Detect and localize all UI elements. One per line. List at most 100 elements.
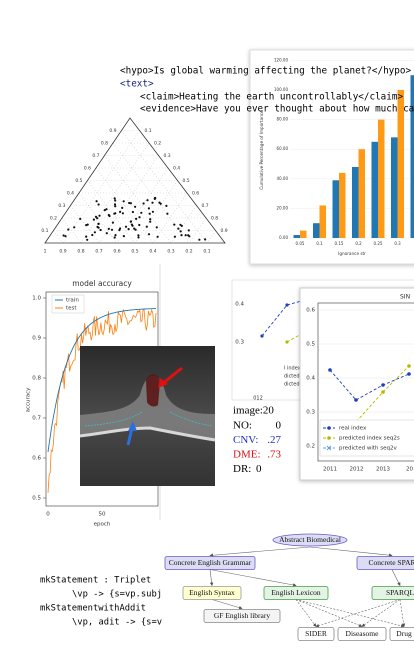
ternary-dot — [113, 197, 116, 200]
ternary-right-label: 0.2 — [154, 141, 161, 147]
train-curve — [47, 308, 156, 453]
blue-bar — [410, 75, 414, 238]
ternary-dot — [93, 231, 96, 234]
legend-label: predicted with seq2v — [339, 446, 397, 452]
y-tick-label: 0.5 — [32, 496, 41, 502]
y-tick-label: 0.6 — [32, 456, 41, 462]
x-tick-label: 2013 — [376, 467, 390, 473]
sin-point — [407, 372, 411, 376]
ternary-dot — [114, 199, 117, 202]
ternary-dot — [131, 224, 134, 227]
ternary-dot — [114, 234, 117, 237]
blue-bar — [352, 166, 359, 238]
orange-bar — [378, 119, 385, 238]
legend-marker — [327, 426, 331, 430]
ternary-dot — [122, 200, 125, 203]
red-arrow-head — [158, 378, 168, 388]
ternary-dot — [137, 236, 140, 239]
red-arrow — [161, 366, 183, 386]
ternary-dot — [64, 235, 67, 238]
ternary-dot — [148, 212, 151, 215]
ternary-bottom-label: 0.5 — [131, 249, 138, 255]
legend-label: test — [66, 306, 77, 312]
node-label: Abstract Biomedical — [279, 535, 341, 544]
legend-label: train — [66, 298, 79, 304]
ternary-left-label: 0.2 — [50, 216, 57, 222]
diagram-node — [356, 556, 414, 570]
ternary-bottom-label: 0.9 — [59, 249, 66, 255]
diagram-node — [182, 586, 242, 600]
y-tick-label: 40.00 — [277, 176, 289, 181]
ternary-dot — [129, 220, 132, 223]
y-tick-label: 20.00 — [277, 205, 289, 210]
ternary-dot — [114, 212, 117, 215]
diagram-node — [371, 586, 414, 600]
ternary-bottom-label: 1 — [44, 249, 47, 255]
ternary-dot — [151, 201, 154, 204]
ternary-left-label: 0.9 — [109, 128, 116, 134]
ternary-dot — [158, 201, 161, 204]
ternary-dot — [147, 207, 150, 210]
test-curve — [47, 308, 157, 493]
y-tick-label: 60.00 — [277, 146, 289, 151]
x-tick-label: 0.1 — [316, 241, 323, 246]
code-line: mkStatement : Triplet — [40, 576, 151, 586]
ternary-dot — [151, 210, 154, 213]
orange-bar — [339, 172, 346, 238]
node-label: SIDER — [305, 629, 327, 638]
y-tick-label: 0.3 — [235, 340, 244, 346]
ternary-dot — [73, 226, 76, 229]
ternary-dot — [166, 212, 169, 215]
class-name: NO: — [233, 420, 252, 432]
ternary-dot — [177, 227, 180, 230]
ternary-dot — [145, 225, 148, 228]
ternary-dot — [129, 202, 132, 205]
diagram-node — [297, 627, 335, 641]
ternary-left-label: 0.8 — [101, 141, 108, 147]
ternary-dot — [153, 197, 156, 200]
diagram-edge — [295, 599, 363, 628]
y-tick-label: 120.00 — [274, 57, 288, 62]
code-line: \vp -> {s=vp.subj — [72, 590, 162, 600]
ternary-dot — [187, 229, 190, 232]
teal-contour — [84, 411, 213, 427]
y-tick-label: 0.7 — [32, 416, 41, 422]
diagram-node — [272, 533, 348, 547]
node-label: English Lexicon — [271, 588, 321, 597]
ternary-bottom-label: 0.1 — [203, 249, 210, 255]
ternary-bottom-label: 0.3 — [167, 249, 174, 255]
diagram-edge — [209, 569, 214, 587]
y-tick-label: 100.00 — [274, 87, 288, 92]
ternary-dot — [105, 232, 108, 235]
x-tick-label: 0.25 — [374, 241, 383, 246]
ternary-dot — [149, 220, 152, 223]
y-tick-label: 0.3 — [306, 410, 315, 416]
diagram-edge — [295, 599, 405, 628]
ternary-dot — [173, 235, 176, 238]
ternary-left-label: 0.5 — [75, 178, 82, 184]
blue-bar — [371, 141, 378, 238]
diagram-node — [203, 609, 281, 623]
x-tick-label: 20 — [406, 467, 413, 473]
ternary-right-label: 0.3 — [164, 153, 171, 159]
prebet-point — [260, 334, 264, 338]
ternary-dot — [128, 201, 131, 205]
y-axis-label: Cumulative Percentage of Importance — [259, 110, 264, 190]
chart-title: SIN — [400, 294, 410, 301]
sin-pred-point — [381, 390, 385, 394]
markup-line: <evidence>Have you ever thought about ho… — [140, 104, 414, 115]
x-axis-label: epoch — [94, 522, 111, 528]
ternary-dot — [135, 217, 138, 220]
ternary-dot — [121, 212, 124, 215]
ternary-dot — [179, 223, 182, 226]
ternary-dot — [85, 235, 88, 238]
ternary-left-label: 0.6 — [84, 166, 91, 172]
ternary-dot — [62, 234, 65, 237]
diagram-edge — [361, 599, 401, 627]
node-label: Drug — [396, 629, 412, 638]
ternary-dot — [180, 234, 183, 237]
class-name: DR: — [233, 463, 251, 475]
ternary-bottom-label: 0.2 — [185, 249, 192, 255]
ternary-grid — [104, 155, 172, 244]
